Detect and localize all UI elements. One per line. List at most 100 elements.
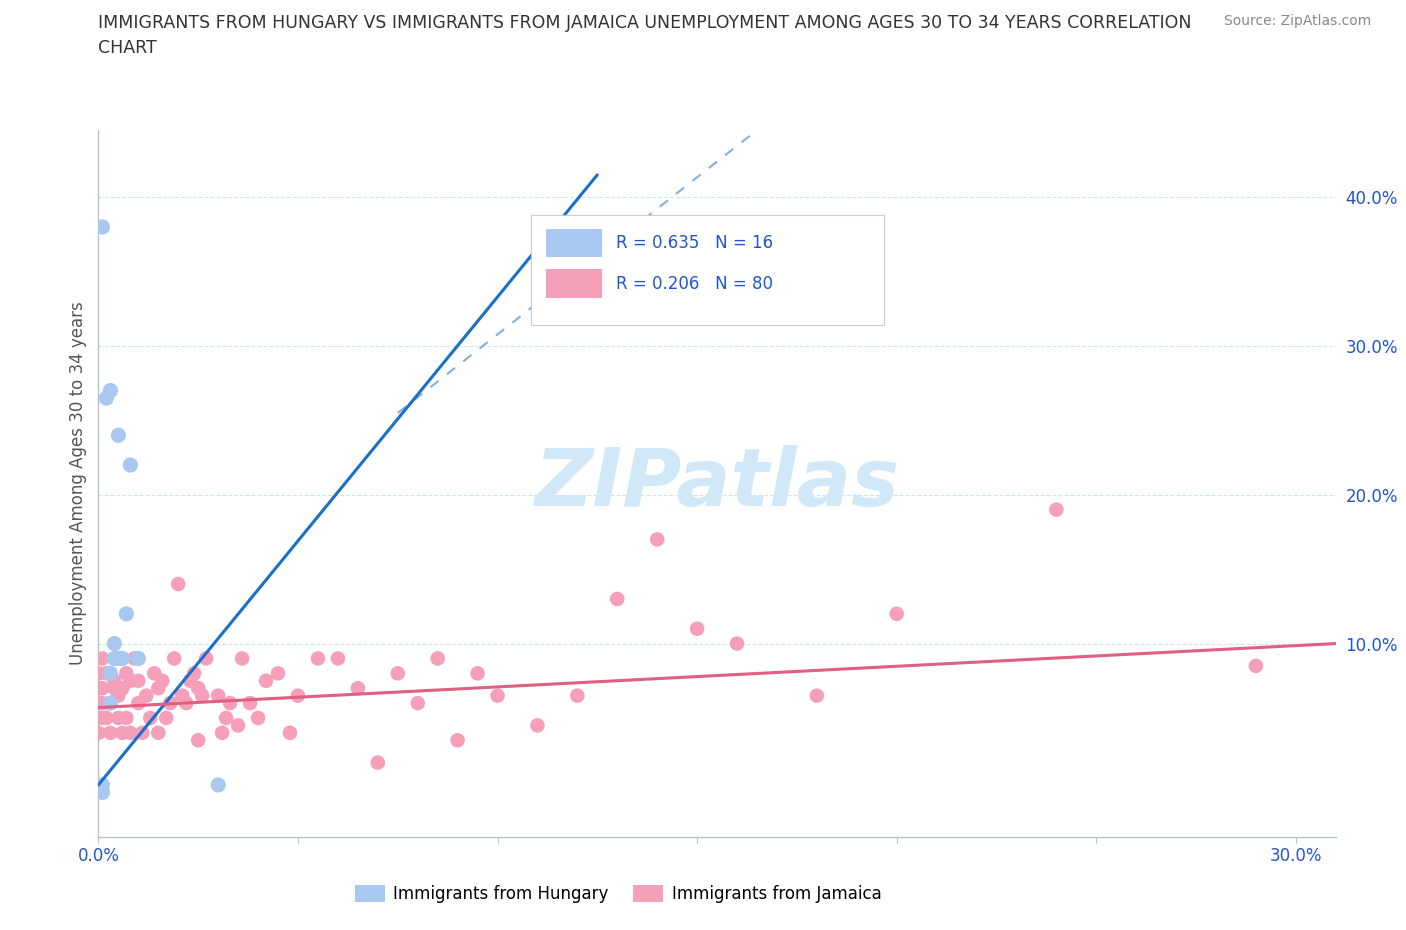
- Point: [187, 733, 209, 748]
- Point: [120, 458, 142, 472]
- Text: R = 0.206   N = 80: R = 0.206 N = 80: [616, 274, 773, 293]
- Point: [87, 725, 110, 740]
- Y-axis label: Unemployment Among Ages 30 to 34 years: Unemployment Among Ages 30 to 34 years: [69, 301, 87, 666]
- Point: [150, 673, 173, 688]
- Point: [267, 666, 290, 681]
- Point: [124, 651, 146, 666]
- Point: [195, 651, 218, 666]
- Point: [287, 688, 309, 703]
- Point: [1244, 658, 1267, 673]
- Point: [426, 651, 449, 666]
- Point: [100, 666, 122, 681]
- Point: [725, 636, 748, 651]
- Point: [167, 577, 190, 591]
- Point: [406, 696, 429, 711]
- Point: [247, 711, 270, 725]
- Point: [467, 666, 489, 681]
- Point: [91, 777, 114, 792]
- Point: [87, 696, 110, 711]
- Point: [155, 711, 177, 725]
- Point: [96, 391, 118, 405]
- Text: R = 0.635   N = 16: R = 0.635 N = 16: [616, 234, 773, 252]
- Point: [91, 219, 114, 234]
- Point: [307, 651, 329, 666]
- Point: [87, 711, 110, 725]
- Point: [139, 711, 162, 725]
- Point: [87, 681, 110, 696]
- Point: [187, 681, 209, 696]
- Point: [100, 696, 122, 711]
- Point: [159, 696, 181, 711]
- Point: [127, 651, 149, 666]
- Point: [326, 651, 349, 666]
- Point: [367, 755, 389, 770]
- Point: [100, 696, 122, 711]
- Point: [1045, 502, 1067, 517]
- Text: Source: ZipAtlas.com: Source: ZipAtlas.com: [1223, 14, 1371, 28]
- Point: [100, 725, 122, 740]
- Point: [211, 725, 233, 740]
- Point: [686, 621, 709, 636]
- Point: [806, 688, 828, 703]
- Point: [526, 718, 548, 733]
- Point: [87, 681, 110, 696]
- Point: [107, 711, 129, 725]
- Point: [91, 785, 114, 800]
- Point: [143, 666, 166, 681]
- Point: [107, 688, 129, 703]
- Text: IMMIGRANTS FROM HUNGARY VS IMMIGRANTS FROM JAMAICA UNEMPLOYMENT AMONG AGES 30 TO: IMMIGRANTS FROM HUNGARY VS IMMIGRANTS FR…: [98, 14, 1192, 32]
- Point: [103, 636, 125, 651]
- Point: [163, 651, 186, 666]
- Point: [215, 711, 238, 725]
- Point: [886, 606, 908, 621]
- Point: [87, 666, 110, 681]
- Point: [239, 696, 262, 711]
- Point: [103, 681, 125, 696]
- Point: [567, 688, 589, 703]
- Point: [219, 696, 242, 711]
- Point: [645, 532, 668, 547]
- Point: [115, 606, 138, 621]
- Point: [347, 681, 370, 696]
- Point: [111, 725, 134, 740]
- Point: [96, 666, 118, 681]
- Point: [107, 428, 129, 443]
- Point: [91, 696, 114, 711]
- Text: ZIPatlas: ZIPatlas: [534, 445, 900, 523]
- Point: [387, 666, 409, 681]
- Point: [87, 696, 110, 711]
- Point: [107, 651, 129, 666]
- Point: [107, 651, 129, 666]
- Point: [96, 711, 118, 725]
- Point: [111, 681, 134, 696]
- Point: [207, 688, 229, 703]
- Point: [100, 383, 122, 398]
- Text: CHART: CHART: [98, 39, 157, 57]
- Legend: Immigrants from Hungary, Immigrants from Jamaica: Immigrants from Hungary, Immigrants from…: [349, 879, 889, 910]
- Point: [207, 777, 229, 792]
- Point: [103, 651, 125, 666]
- Point: [446, 733, 468, 748]
- Point: [148, 725, 170, 740]
- Point: [486, 688, 509, 703]
- Point: [111, 651, 134, 666]
- Point: [226, 718, 249, 733]
- FancyBboxPatch shape: [547, 229, 602, 258]
- Point: [606, 591, 628, 606]
- Point: [120, 725, 142, 740]
- Point: [127, 673, 149, 688]
- Point: [91, 651, 114, 666]
- Point: [103, 673, 125, 688]
- Point: [172, 688, 194, 703]
- Point: [131, 725, 153, 740]
- Point: [183, 666, 205, 681]
- Point: [135, 688, 157, 703]
- FancyBboxPatch shape: [531, 215, 884, 325]
- Point: [91, 711, 114, 725]
- Point: [254, 673, 277, 688]
- Point: [148, 681, 170, 696]
- Point: [91, 681, 114, 696]
- Point: [120, 673, 142, 688]
- FancyBboxPatch shape: [547, 270, 602, 298]
- Point: [127, 696, 149, 711]
